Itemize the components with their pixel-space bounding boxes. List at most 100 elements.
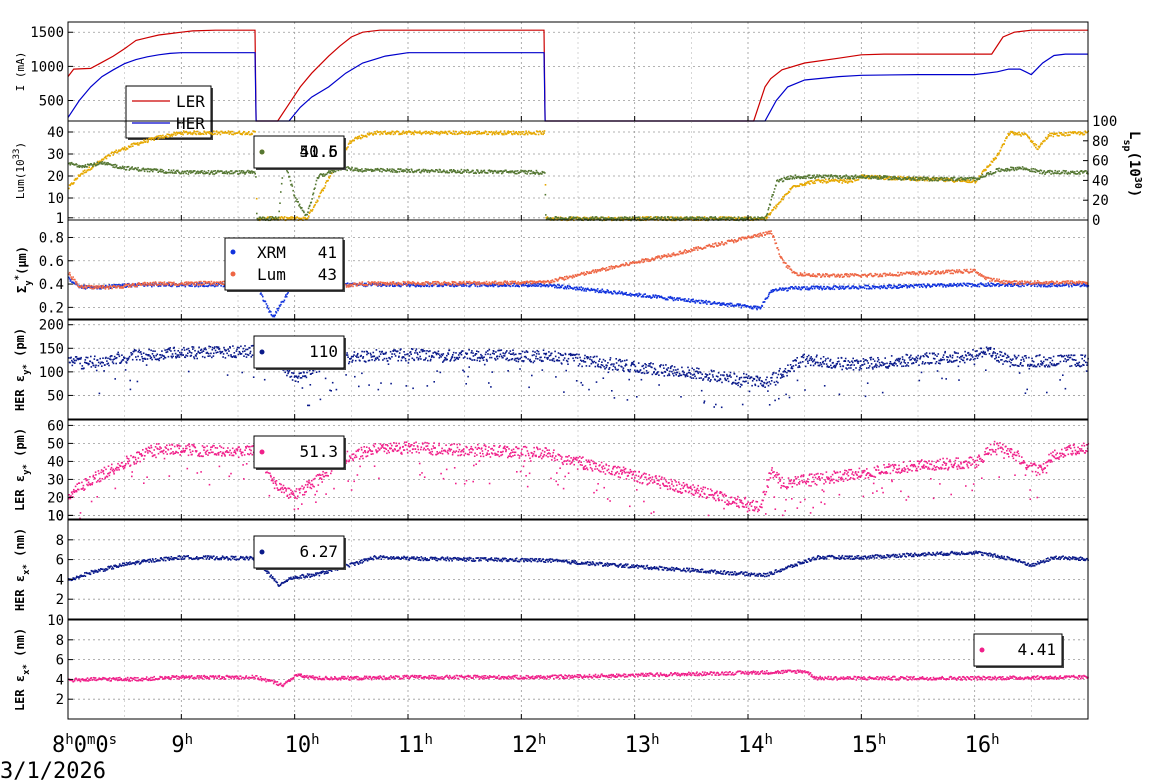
data-point xyxy=(116,151,119,154)
data-point xyxy=(1063,133,1065,136)
data-point xyxy=(187,173,190,175)
data-point xyxy=(143,284,145,286)
ytick-label: 1000 xyxy=(30,59,64,75)
data-point xyxy=(293,195,296,197)
data-point xyxy=(993,284,995,286)
data-point xyxy=(1061,134,1063,136)
data-point xyxy=(539,283,542,285)
data-point xyxy=(1037,145,1040,148)
data-point xyxy=(497,285,499,288)
data-point xyxy=(478,281,480,283)
data-point xyxy=(795,285,797,288)
data-point xyxy=(531,133,534,135)
data-point xyxy=(281,177,284,179)
data-point xyxy=(808,176,810,179)
data-point xyxy=(155,282,157,284)
data-point xyxy=(892,286,894,289)
data-point xyxy=(750,217,752,219)
data-point xyxy=(93,287,95,289)
data-point xyxy=(810,177,812,179)
data-point xyxy=(1086,131,1089,134)
data-point xyxy=(975,180,978,183)
data-point xyxy=(99,286,101,288)
data-point xyxy=(988,165,990,167)
legend-marker xyxy=(259,149,265,155)
data-point xyxy=(971,283,973,285)
data-point xyxy=(280,303,282,306)
data-point xyxy=(83,171,85,174)
data-point xyxy=(874,176,877,178)
data-point xyxy=(773,206,776,208)
data-point xyxy=(145,168,148,171)
data-point xyxy=(184,170,187,173)
data-point xyxy=(407,282,409,285)
data-point xyxy=(573,217,575,219)
data-point xyxy=(277,216,280,219)
data-point xyxy=(596,288,599,290)
data-point xyxy=(658,295,660,297)
data-point xyxy=(950,177,952,179)
data-point xyxy=(1046,171,1049,173)
data-point xyxy=(532,282,534,285)
data-point xyxy=(548,285,550,287)
data-point xyxy=(409,130,412,133)
data-point xyxy=(792,287,795,289)
data-point xyxy=(365,134,367,137)
data-point xyxy=(903,178,906,180)
data-point xyxy=(655,218,657,221)
legend-box xyxy=(253,135,345,169)
data-point xyxy=(461,285,463,287)
data-point xyxy=(937,283,940,285)
data-point xyxy=(522,283,525,286)
data-point xyxy=(811,288,814,290)
data-point xyxy=(371,281,374,284)
data-point xyxy=(72,276,74,278)
data-point xyxy=(175,131,178,134)
data-point xyxy=(630,295,632,297)
data-point xyxy=(924,285,927,288)
data-point xyxy=(946,176,948,179)
data-point xyxy=(575,289,577,291)
data-point xyxy=(530,133,532,135)
data-point xyxy=(537,133,540,136)
data-point xyxy=(425,132,427,135)
data-point xyxy=(967,285,969,287)
data-point xyxy=(446,284,449,286)
data-point xyxy=(692,217,695,219)
data-point xyxy=(347,166,349,168)
data-point xyxy=(387,283,390,286)
data-point xyxy=(1076,132,1078,135)
data-point xyxy=(523,170,526,173)
data-point xyxy=(699,217,702,219)
data-point xyxy=(863,174,866,176)
data-point xyxy=(518,172,520,174)
data-point xyxy=(70,161,73,164)
data-point xyxy=(421,282,423,284)
data-point xyxy=(896,178,898,180)
data-point xyxy=(164,284,166,287)
data-point xyxy=(97,160,99,163)
data-point xyxy=(512,171,514,174)
data-point xyxy=(445,284,448,287)
data-point xyxy=(415,171,418,173)
data-point xyxy=(472,281,475,284)
data-point xyxy=(505,281,507,284)
data-point xyxy=(876,178,879,180)
data-point xyxy=(201,282,204,284)
data-point xyxy=(313,188,315,190)
data-point xyxy=(446,133,449,136)
data-point xyxy=(779,200,782,203)
data-point xyxy=(185,281,187,283)
data-point xyxy=(207,170,210,172)
data-point xyxy=(127,283,129,286)
data-point xyxy=(966,179,969,181)
data-point xyxy=(522,131,524,133)
data-point xyxy=(387,132,390,135)
data-point xyxy=(543,284,546,287)
data-point xyxy=(474,283,477,285)
data-point xyxy=(941,179,944,181)
data-point xyxy=(100,161,102,164)
data-point xyxy=(890,284,893,287)
data-point xyxy=(442,285,444,287)
data-point xyxy=(786,178,789,181)
